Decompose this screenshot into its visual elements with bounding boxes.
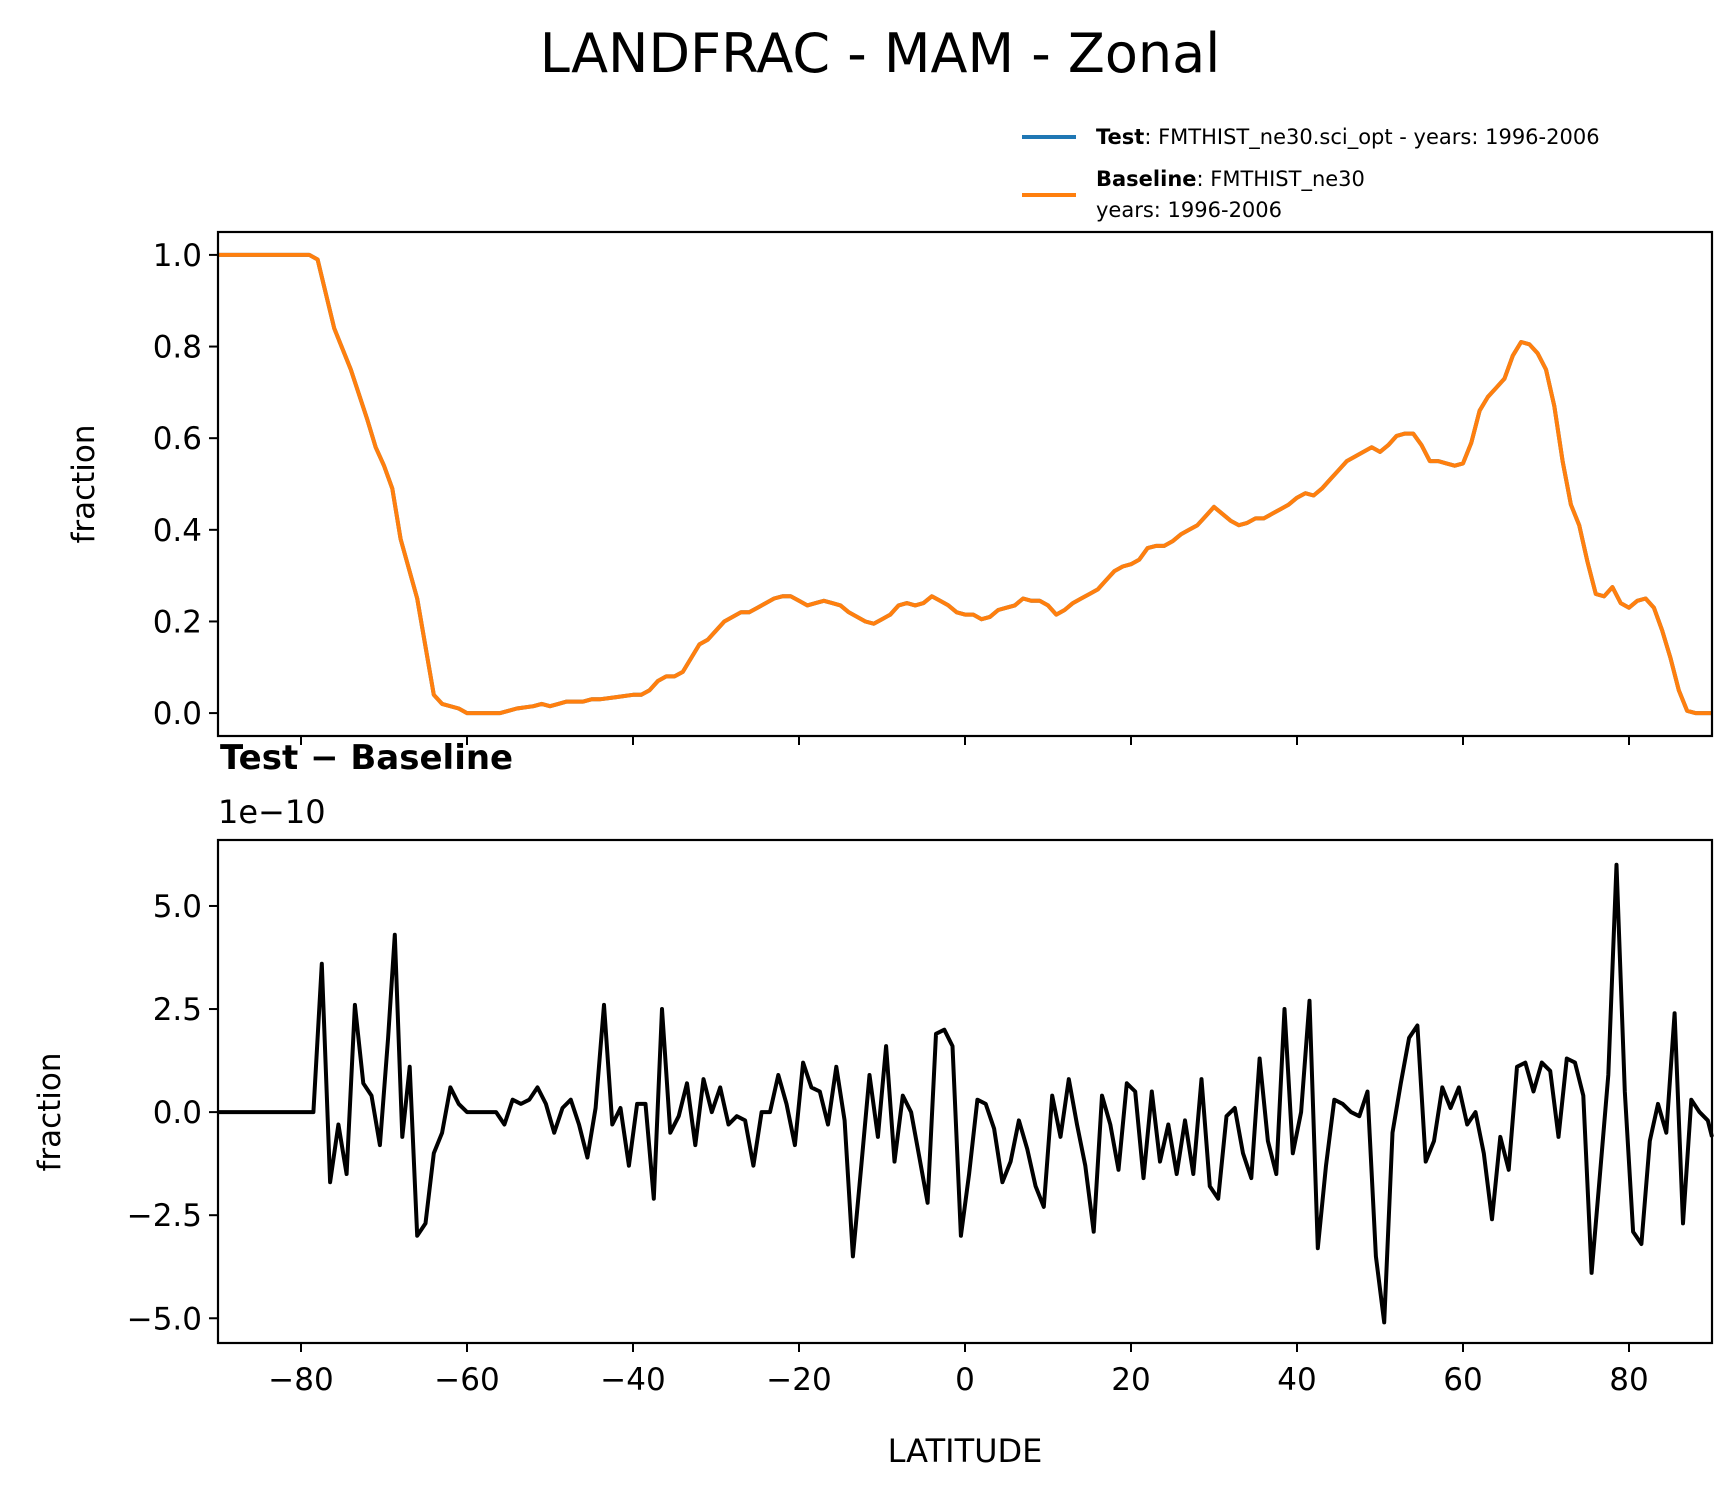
bottom-ylabel: fraction [32,1052,68,1171]
bottom-xtick-label: −60 [434,1362,499,1398]
bottom-ytick-label: 0.0 [153,1095,202,1131]
legend-test-text: FMTHIST_ne30.sci_opt - years: 1996-2006 [1158,125,1599,150]
legend-test-label: Test: FMTHIST_ne30.sci_opt - years: 1996… [1096,125,1600,150]
legend: Test: FMTHIST_ne30.sci_opt - years: 1996… [1022,125,1600,222]
bottom-axes-frame [216,838,1714,1345]
bottom-ytick-label: −5.0 [127,1301,202,1337]
bottom-series [218,862,1714,1325]
bottom-ytick-label: 5.0 [153,889,202,925]
top-y-ticks: 0.0 0.2 0.4 0.6 0.8 1.0 [153,238,218,732]
legend-baseline-sep: : [1197,167,1211,191]
top-axes-frame [216,230,1714,738]
bottom-ytick-label: 2.5 [153,992,202,1028]
top-ylabel: fraction [66,424,102,543]
legend-test-sep: : [1144,125,1158,149]
bottom-xtick-label: −20 [766,1362,831,1398]
top-ytick-label: 0.4 [153,513,202,549]
bottom-x-ticks: −80 −60 −40 −20 0 20 40 60 80 [268,1343,1649,1398]
top-ytick-label: 0.2 [153,604,202,640]
figure-title: LANDFRAC - MAM - Zonal [540,22,1220,85]
bottom-xtick-label: 40 [1277,1362,1316,1398]
legend-baseline-bold: Baseline [1096,167,1197,191]
legend-baseline-label: Baseline: FMTHIST_ne30 [1096,167,1365,192]
top-series-baseline-line [218,252,1712,716]
top-x-ticks [300,736,1630,745]
bottom-panel: Test − Baseline 1e−10 −5.0−2.50.02.55.0 … [32,738,1714,1470]
top-ytick-label: 0.6 [153,421,202,457]
top-series [218,252,1712,716]
legend-baseline-text-1: FMTHIST_ne30 [1210,167,1365,192]
bottom-xtick-label: 20 [1111,1362,1150,1398]
bottom-xlabel: LATITUDE [888,1432,1043,1470]
bottom-xtick-label: 60 [1443,1362,1482,1398]
bottom-offset-label: 1e−10 [218,793,326,831]
bottom-xtick-label: −40 [600,1362,665,1398]
legend-baseline-text-2: years: 1996-2006 [1096,198,1282,222]
top-panel: 0.0 0.2 0.4 0.6 0.8 1.0 fraction [66,230,1714,745]
bottom-title: Test − Baseline [220,738,513,778]
bottom-y-ticks: −5.0 −2.5 0.0 2.5 5.0 [127,889,218,1337]
legend-test-bold: Test [1096,125,1144,149]
top-ytick-label: 1.0 [153,238,202,274]
top-ytick-label: 0.0 [153,696,202,732]
bottom-xtick-label: −80 [268,1362,333,1398]
bottom-series-test-baseline-line [218,862,1714,1325]
bottom-xtick-label: 0 [955,1362,975,1398]
top-ytick-label: 0.8 [153,330,202,366]
bottom-xtick-label: 80 [1609,1362,1648,1398]
bottom-ytick-label: −2.5 [127,1198,202,1234]
